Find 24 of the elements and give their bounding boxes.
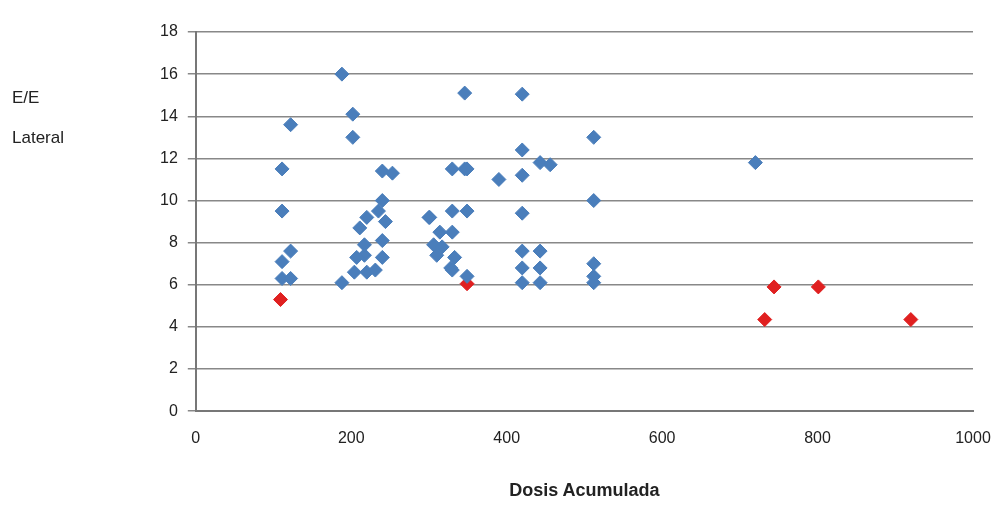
- x-tick-label: 200: [337, 429, 365, 447]
- x-tick-label: 400: [493, 429, 521, 447]
- text: E/E: [12, 87, 41, 109]
- x-tick-label: 1000: [955, 429, 991, 447]
- point: [903, 312, 919, 328]
- x-tick-label: 800: [804, 429, 831, 447]
- y-tick-label: 0: [168, 401, 178, 419]
- y-tick-label: 12: [160, 148, 178, 166]
- y-tick-label: 18: [160, 22, 178, 40]
- y-tick-label: 6: [168, 275, 178, 293]
- x-tick-label: 600: [648, 429, 676, 447]
- point: [810, 279, 826, 295]
- y-tick-label: 16: [160, 64, 178, 82]
- point: [273, 292, 289, 308]
- x-axis-title: Dosis Acumulada: [509, 480, 661, 501]
- y-tick-label: 8: [168, 233, 178, 251]
- point: [757, 312, 773, 328]
- x-tick-label: 0: [191, 429, 201, 447]
- y-tick-label: 14: [160, 106, 178, 124]
- point: [766, 279, 782, 295]
- y-tick-label: 2: [168, 359, 178, 377]
- y-tick-label: 10: [160, 190, 178, 208]
- y-tick-label: 4: [168, 317, 178, 335]
- text: Lateral: [12, 127, 64, 149]
